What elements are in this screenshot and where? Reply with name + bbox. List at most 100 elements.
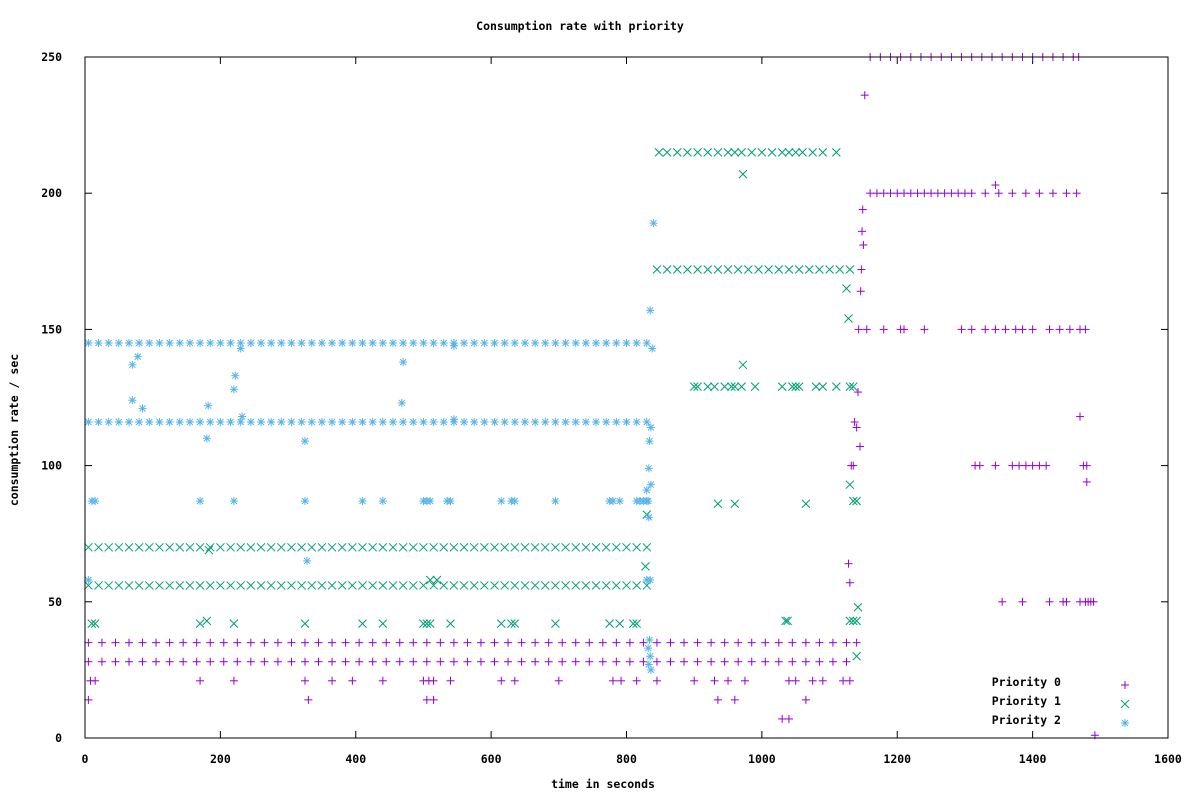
data-point	[388, 418, 397, 427]
data-point	[818, 676, 827, 685]
series-priority-1	[84, 147, 863, 661]
data-point	[134, 581, 144, 590]
data-point	[422, 638, 431, 647]
data-point	[470, 339, 479, 348]
data-point	[185, 581, 195, 590]
data-point	[327, 542, 337, 552]
data-point	[84, 576, 93, 585]
data-point	[862, 325, 871, 334]
data-point	[1062, 189, 1071, 198]
data-point	[196, 339, 205, 348]
data-point	[646, 423, 655, 432]
data-point	[591, 581, 601, 590]
data-point	[307, 339, 316, 348]
data-point	[612, 339, 621, 348]
data-point	[644, 644, 653, 653]
data-point	[801, 638, 810, 647]
data-point	[246, 542, 256, 552]
data-point	[558, 638, 567, 647]
data-point	[561, 581, 570, 590]
data-point	[480, 542, 489, 552]
data-point	[165, 581, 174, 590]
data-point	[646, 480, 655, 489]
data-point	[592, 418, 601, 427]
data-point	[175, 581, 185, 590]
data-point	[730, 695, 739, 704]
data-point	[632, 418, 641, 427]
data-point	[835, 265, 845, 274]
data-point	[510, 581, 520, 590]
data-point	[720, 657, 729, 666]
data-point	[460, 418, 469, 427]
data-point	[551, 581, 560, 590]
data-point	[710, 676, 719, 685]
data-point	[341, 638, 350, 647]
data-point	[165, 339, 174, 348]
data-point	[202, 616, 212, 626]
data-point	[1021, 461, 1030, 470]
data-point	[628, 619, 638, 628]
data-point	[231, 371, 240, 380]
data-point	[395, 638, 404, 647]
data-point	[680, 638, 689, 647]
data-point	[206, 339, 215, 348]
data-point	[429, 339, 438, 348]
data-point	[500, 339, 509, 348]
data-point	[490, 638, 499, 647]
data-point	[690, 676, 699, 685]
data-point	[554, 676, 563, 685]
data-point	[328, 657, 337, 666]
data-point	[206, 418, 215, 427]
data-point	[842, 638, 851, 647]
data-point	[730, 499, 740, 509]
data-point	[612, 418, 621, 427]
data-point	[581, 339, 590, 348]
data-point	[750, 382, 760, 391]
data-point	[84, 542, 93, 552]
data-point	[480, 581, 489, 590]
data-point	[642, 486, 651, 495]
data-point	[531, 418, 540, 427]
data-point	[558, 657, 567, 666]
data-point	[219, 657, 228, 666]
data-point	[134, 542, 144, 552]
data-point	[831, 147, 841, 157]
data-point	[879, 189, 888, 198]
data-point	[480, 339, 489, 348]
data-point	[133, 352, 142, 361]
data-point	[724, 676, 733, 685]
data-point	[246, 657, 255, 666]
data-point	[355, 657, 364, 666]
data-point	[422, 619, 432, 628]
data-point	[94, 339, 103, 348]
data-point	[844, 314, 853, 323]
data-point	[1008, 189, 1017, 198]
data-point	[683, 147, 692, 157]
data-point	[960, 189, 969, 198]
data-point	[520, 542, 530, 552]
data-point	[854, 325, 863, 334]
data-point	[144, 581, 154, 590]
data-point	[1028, 461, 1037, 470]
data-point	[723, 265, 733, 274]
data-point	[409, 418, 418, 427]
data-point	[828, 657, 837, 666]
data-point	[672, 265, 682, 274]
data-point	[808, 147, 817, 157]
data-point	[662, 265, 672, 274]
data-point	[879, 325, 888, 334]
data-point	[622, 581, 631, 590]
data-point	[794, 382, 804, 391]
data-point	[707, 657, 716, 666]
data-point	[703, 382, 713, 391]
data-point	[206, 657, 215, 666]
data-point	[994, 189, 1003, 198]
data-point	[348, 581, 357, 590]
data-point	[165, 638, 174, 647]
data-point	[204, 401, 213, 410]
data-point	[216, 418, 225, 427]
data-point	[1001, 325, 1010, 334]
data-point	[382, 657, 391, 666]
data-point	[216, 581, 225, 590]
data-point	[91, 676, 100, 685]
